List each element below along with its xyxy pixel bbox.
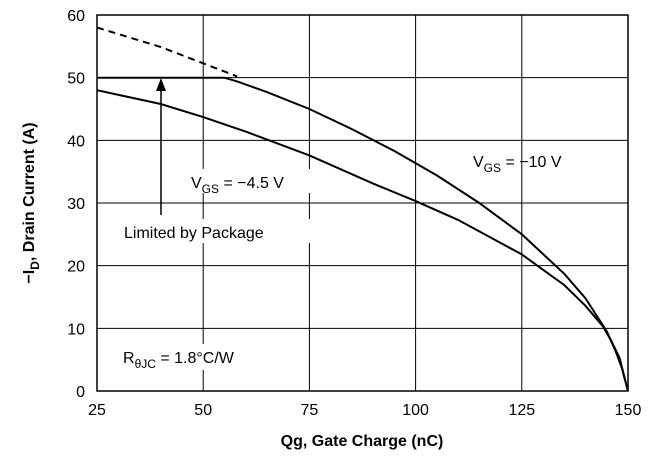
- vgs10-sub: GS: [484, 161, 501, 175]
- y-axis-title-main: −I: [21, 270, 38, 284]
- rth-rest: = 1.8°C/W: [156, 350, 235, 367]
- x-tick-label: 100: [402, 402, 429, 419]
- x-tick-label: 50: [194, 402, 212, 419]
- rth-main: R: [123, 350, 135, 367]
- x-axis-title: Qg, Gate Charge (nC): [281, 433, 444, 450]
- package-label-bg: [120, 219, 312, 243]
- x-tick-label: 125: [508, 402, 535, 419]
- grid: [96, 14, 629, 392]
- vgs45-sub: GS: [202, 182, 219, 196]
- x-tick-label: 75: [301, 402, 319, 419]
- package-label: Limited by Package: [124, 225, 264, 242]
- y-tick-label: 30: [67, 196, 85, 213]
- plot-frame: [96, 14, 629, 392]
- y-tick-label: 10: [67, 321, 85, 338]
- y-axis-title-sub: D: [28, 261, 42, 270]
- y-tick-label: 50: [67, 71, 85, 88]
- vgs45-main: V: [191, 175, 202, 192]
- series-layer: [96, 26, 629, 392]
- vgs45-rest: = −4.5 V: [219, 175, 284, 192]
- vgs10-main: V: [473, 154, 484, 171]
- y-tick-label: 40: [67, 133, 85, 150]
- x-tick-label: 150: [615, 402, 642, 419]
- series-line-3: [96, 26, 238, 78]
- rth-sub: θJC: [135, 357, 157, 371]
- x-tick-label: 25: [88, 402, 106, 419]
- series-line-2: [96, 89, 629, 392]
- rth-label: RθJC = 1.8°C/W: [123, 350, 235, 371]
- y-tick-label: 0: [76, 384, 85, 401]
- y-tick-label: 20: [67, 259, 85, 276]
- y-axis-title: −ID, Drain Current (A): [21, 122, 42, 283]
- rth-label-bg: [119, 344, 279, 370]
- vgs45-label: VGS = −4.5 V: [191, 175, 284, 196]
- package-arrow-head: [156, 78, 166, 91]
- y-axis-title-rest: , Drain Current (A): [21, 122, 38, 261]
- vgs10-label: VGS = −10 V: [473, 154, 562, 175]
- y-tick-label: 60: [67, 8, 85, 25]
- vgs45-label-bg: [189, 169, 329, 193]
- vgs10-rest: = −10 V: [501, 154, 562, 171]
- tick-labels: 25 50 75 100 125 150 0 10 20 30 40 50 60: [67, 8, 641, 419]
